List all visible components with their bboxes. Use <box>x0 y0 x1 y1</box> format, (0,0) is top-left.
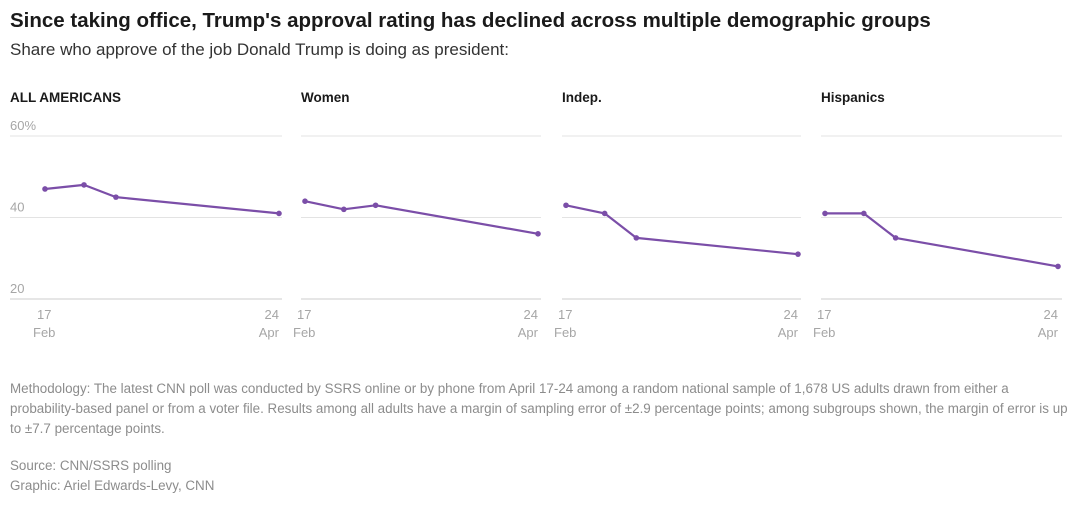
data-point <box>822 210 828 217</box>
x-tick-day: 24 <box>784 307 798 322</box>
x-tick-month: Feb <box>293 325 315 340</box>
data-point <box>633 235 640 241</box>
charts-svg: ALL AMERICANS 60% 40 20 17 Feb 24 Apr Women 17 Feb… <box>10 90 1062 340</box>
x-tick-month: Apr <box>1038 325 1059 340</box>
source-note: Source: CNN/SSRS polling <box>10 458 172 473</box>
x-tick-month: Feb <box>33 325 55 340</box>
x-tick-day: 24 <box>1044 307 1058 322</box>
data-point <box>563 202 569 209</box>
panel-title: ALL AMERICANS <box>10 90 121 105</box>
y-tick-label: 20 <box>10 281 24 296</box>
x-tick-day: 17 <box>37 307 51 322</box>
data-point <box>535 231 541 237</box>
data-point <box>113 194 119 200</box>
data-point <box>42 186 48 192</box>
graphic-credit: Graphic: Ariel Edwards-Levy, CNN <box>10 478 215 493</box>
x-tick-month: Feb <box>554 325 576 340</box>
x-tick-day: 17 <box>817 307 831 322</box>
data-point <box>302 198 308 204</box>
series-line <box>304 200 539 235</box>
x-tick-month: Apr <box>778 325 799 340</box>
panel-title: Indep. <box>562 90 602 105</box>
methodology-note: Methodology: The latest CNN poll was con… <box>10 381 1068 436</box>
y-tick-label: 40 <box>10 200 24 215</box>
series-line <box>825 212 1059 268</box>
data-point <box>1055 263 1061 270</box>
data-point <box>372 202 379 209</box>
panel-title: Hispanics <box>821 90 885 105</box>
chart-subtitle: Share who approve of the job Donald Trum… <box>10 40 509 59</box>
data-point <box>81 182 87 188</box>
chart-title: Since taking office, Trump's approval ra… <box>10 9 931 32</box>
x-tick-day: 17 <box>558 307 572 322</box>
data-point <box>341 206 347 213</box>
data-point <box>276 210 282 217</box>
series-line <box>565 204 799 256</box>
x-tick-month: Feb <box>813 325 835 340</box>
series-line <box>44 183 280 215</box>
x-tick-day: 17 <box>297 307 311 322</box>
data-point <box>601 210 608 217</box>
x-tick-day: 24 <box>265 307 279 322</box>
x-tick-month: Apr <box>518 325 539 340</box>
data-point <box>892 235 899 241</box>
y-tick-label: 60% <box>10 118 36 133</box>
x-tick-day: 24 <box>524 307 538 322</box>
data-point <box>795 251 801 257</box>
small-multiples-charts: ALL AMERICANS 60% 40 20 17 Feb 24 Apr Women 17 Feb… <box>0 80 1080 360</box>
panel-title: Women <box>301 90 350 105</box>
x-tick-month: Apr <box>259 325 280 340</box>
data-point <box>861 210 867 217</box>
